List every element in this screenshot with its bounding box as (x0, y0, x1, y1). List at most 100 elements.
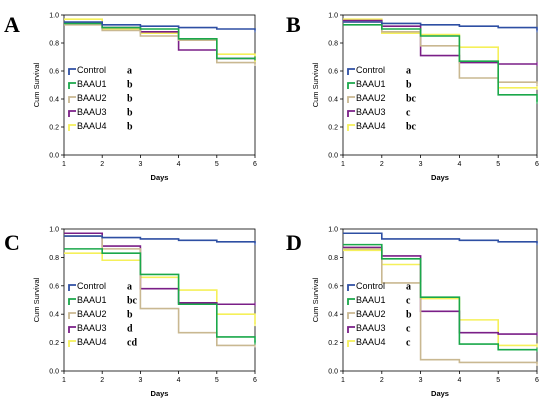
plot-frame (63, 14, 256, 156)
legend-swatch-baau2 (347, 312, 355, 319)
y-tick-label: 0.2 (328, 125, 338, 132)
series-line-control (64, 21, 256, 31)
panel-letter: A (4, 12, 20, 37)
legend-group-baau4: b (127, 122, 133, 133)
y-tick-label: 0.0 (49, 153, 59, 160)
series-line-baau3 (64, 232, 255, 306)
y-tick-label: 0.6 (328, 69, 338, 76)
series-line-baau2 (64, 235, 255, 347)
x-tick-label: 3 (138, 377, 142, 384)
legend-group-baau2: b (406, 310, 412, 321)
legend-swatch-baau4 (68, 124, 76, 131)
x-tick-label: 1 (62, 161, 66, 168)
y-tick-label: 0.2 (49, 125, 59, 132)
legend-swatch-baau1 (347, 298, 355, 305)
x-tick-label: 5 (215, 377, 219, 384)
x-axis-title: Days (151, 389, 169, 398)
panel-letter: B (286, 12, 301, 37)
x-axis-title: Days (431, 389, 449, 398)
legend-group-baau4: bc (406, 122, 417, 133)
panel-letter: D (286, 230, 302, 255)
y-tick-label: 0.2 (49, 340, 59, 347)
x-tick-label: 1 (341, 377, 345, 384)
legend-label-baau1: BAAU1 (77, 295, 107, 305)
x-tick-label: 5 (215, 161, 219, 168)
legend-label-baau3: BAAU3 (77, 107, 107, 117)
y-tick-label: 0.8 (49, 41, 59, 48)
y-tick-label: 0.0 (328, 369, 338, 376)
chart-panel-b: B 0.0 0.2 0.4 0.6 0.8 1.0 1 2 3 4 5 6 Days Cum Surviva… (286, 12, 539, 182)
y-axis-title: Cum Survival (311, 62, 320, 107)
y-tick-label: 0.4 (49, 312, 59, 319)
y-tick-label: 0.4 (328, 312, 338, 319)
plot-frame (63, 228, 256, 372)
legend-group-control: a (406, 282, 411, 293)
legend-group-control: a (406, 66, 411, 77)
y-tick-label: 0.4 (49, 97, 59, 104)
legend-label-baau4: BAAU4 (356, 121, 386, 131)
y-tick-label: 0.0 (328, 153, 338, 160)
legend-label-baau3: BAAU3 (356, 323, 386, 333)
y-tick-label: 0.6 (49, 283, 59, 290)
legend-swatch-control (347, 68, 355, 75)
legend-swatch-baau2 (68, 96, 76, 103)
x-tick-label: 4 (457, 161, 461, 168)
y-tick-label: 1.0 (328, 227, 338, 234)
x-tick-label: 6 (253, 161, 257, 168)
legend-label-baau3: BAAU3 (356, 107, 386, 117)
legend-label-baau3: BAAU3 (77, 323, 107, 333)
series-line-control (343, 21, 538, 31)
x-tick-label: 5 (496, 161, 500, 168)
legend-label-control: Control (356, 281, 385, 291)
legend-swatch-baau3 (68, 326, 76, 333)
legend-swatch-baau4 (347, 124, 355, 131)
legend-swatch-baau4 (347, 340, 355, 347)
x-tick-label: 6 (535, 377, 539, 384)
legend-group-control: a (127, 282, 132, 293)
legend-label-baau1: BAAU1 (356, 295, 386, 305)
legend-swatch-baau3 (347, 110, 355, 117)
y-axis-title: Cum Survival (32, 277, 41, 322)
y-axis-title: Cum Survival (32, 62, 41, 107)
x-axis-title: Days (431, 173, 449, 182)
series-line-baau2 (343, 248, 538, 364)
x-tick-label: 2 (100, 377, 104, 384)
legend-group-baau3: d (127, 324, 133, 335)
series-line-baau4 (343, 18, 537, 89)
y-tick-label: 0.6 (49, 69, 59, 76)
y-tick-label: 1.0 (328, 13, 338, 20)
x-axis-title: Days (151, 173, 169, 182)
x-tick-label: 3 (138, 161, 142, 168)
y-axis-title: Cum Survival (311, 277, 320, 322)
y-tick-label: 0.4 (328, 97, 338, 104)
legend-label-baau2: BAAU2 (356, 93, 386, 103)
legend-label-baau4: BAAU4 (77, 121, 107, 131)
x-tick-label: 2 (380, 377, 384, 384)
y-tick-label: 1.0 (49, 13, 59, 20)
legend-swatch-baau4 (68, 340, 76, 347)
y-tick-label: 0.8 (328, 255, 338, 262)
legend-label-control: Control (77, 65, 106, 75)
legend-swatch-baau2 (347, 96, 355, 103)
series-line-baau1 (343, 243, 537, 351)
legend-label-baau4: BAAU4 (77, 337, 107, 347)
legend-group-baau3: c (406, 108, 411, 119)
y-tick-label: 0.8 (328, 41, 338, 48)
y-tick-label: 0.0 (49, 369, 59, 376)
legend-group-baau2: b (127, 310, 133, 321)
legend-group-baau4: c (406, 338, 411, 349)
legend-label-baau2: BAAU2 (77, 93, 107, 103)
legend-swatch-control (68, 68, 76, 75)
legend-label-control: Control (77, 281, 106, 291)
series-line-control (64, 235, 256, 244)
legend-label-baau4: BAAU4 (356, 337, 386, 347)
x-tick-label: 4 (177, 377, 181, 384)
legend-group-baau1: c (406, 296, 411, 307)
legend-swatch-baau1 (347, 82, 355, 89)
legend-group-control: a (127, 66, 132, 77)
y-tick-label: 1.0 (49, 227, 59, 234)
x-tick-label: 3 (419, 377, 423, 384)
legend-group-baau3: b (127, 108, 133, 119)
legend-label-baau2: BAAU2 (77, 309, 107, 319)
